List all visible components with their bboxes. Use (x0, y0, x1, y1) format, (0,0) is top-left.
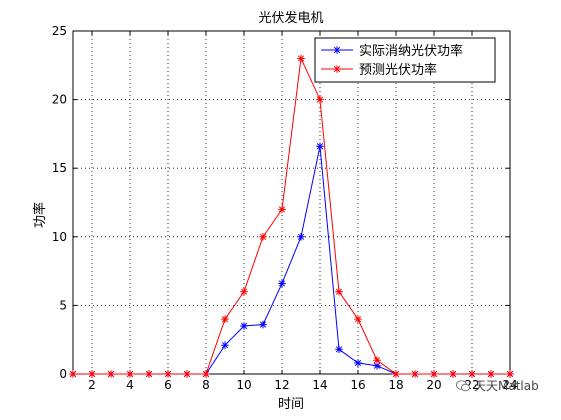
x-tick-label: 10 (236, 378, 251, 392)
data-point (240, 322, 248, 330)
legend-entry: 预测光伏功率 (321, 62, 437, 78)
legend-label: 预测光伏功率 (359, 62, 437, 78)
data-point (468, 370, 476, 378)
data-point (164, 370, 172, 378)
data-point (297, 54, 305, 63)
wechat-icon (456, 379, 470, 391)
x-tick-label: 18 (388, 378, 403, 392)
data-point (411, 370, 419, 378)
data-point (506, 370, 514, 378)
data-point (316, 95, 324, 104)
data-point (449, 370, 457, 378)
data-point (354, 359, 362, 367)
data-point (183, 370, 191, 378)
data-point (259, 233, 267, 241)
data-series (69, 54, 514, 378)
data-point (240, 287, 248, 296)
data-point (278, 279, 286, 288)
data-point (202, 370, 210, 378)
data-point (297, 233, 305, 241)
grid (73, 31, 510, 374)
data-point (278, 205, 286, 214)
data-point (430, 370, 438, 378)
data-point (259, 320, 267, 329)
data-point (107, 370, 115, 378)
series-2 (69, 54, 514, 378)
legend-entry: 实际消纳光伏功率 (321, 43, 463, 59)
x-tick-label: 4 (126, 378, 134, 392)
data-point (221, 341, 229, 349)
legend-marker (333, 65, 341, 73)
y-tick-label: 20 (52, 93, 67, 107)
data-point (373, 361, 381, 370)
watermark-text: 天天Matlab (474, 379, 539, 393)
watermark: 天天Matlab (456, 377, 539, 394)
y-tick-label: 0 (59, 367, 67, 381)
legend-marker (333, 46, 341, 54)
x-tick-label: 8 (202, 378, 210, 392)
y-tick-label: 10 (52, 230, 67, 244)
data-point (126, 370, 134, 378)
x-tick-label: 20 (426, 378, 441, 392)
y-tick-label: 5 (59, 298, 67, 312)
data-point (354, 315, 362, 323)
x-tick-label: 6 (164, 378, 172, 392)
x-tick-label: 24 (502, 378, 517, 392)
chart-title: 光伏发电机 (258, 10, 323, 26)
data-point (487, 370, 495, 378)
y-tick-label: 15 (52, 161, 67, 175)
legend-box (314, 37, 496, 83)
data-point (335, 345, 343, 354)
data-point (88, 370, 96, 378)
data-point (316, 142, 324, 151)
x-tick-label: 12 (274, 378, 289, 392)
data-point (373, 356, 381, 365)
data-point (145, 370, 153, 378)
plot-area (73, 31, 510, 374)
data-point (69, 370, 77, 378)
data-point (335, 287, 343, 296)
legend-label: 实际消纳光伏功率 (359, 43, 463, 59)
x-tick-label: 16 (350, 378, 365, 392)
plot-frame (72, 30, 511, 375)
data-point (221, 315, 229, 323)
x-axis-label: 时间 (278, 397, 304, 412)
y-tick-label: 25 (52, 24, 67, 38)
x-tick-label: 2 (88, 378, 96, 392)
x-tick-label: 14 (312, 378, 327, 392)
y-axis-label: 功率 (32, 202, 48, 228)
data-point (392, 370, 400, 378)
